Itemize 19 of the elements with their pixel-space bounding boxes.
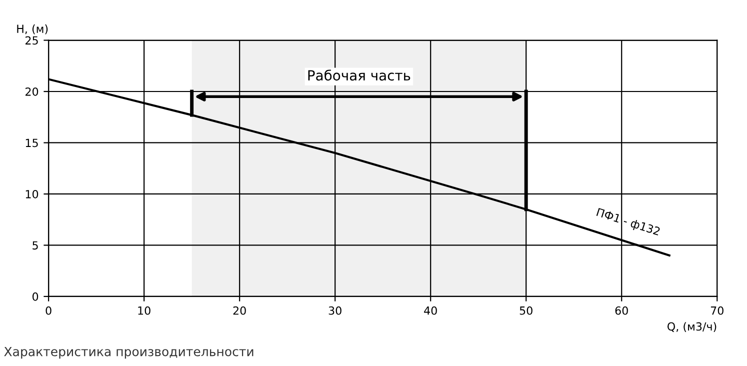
y-tick-label: 10 [26,190,38,198]
band-label: Рабочая часть [308,70,410,81]
x-tick-label: 60 [615,306,628,315]
x-tick-label: 20 [233,306,246,315]
y-tick-label: 5 [32,241,38,250]
x-tick-label: 10 [138,306,150,315]
x-tick-label: 0 [46,306,52,315]
y-tick-label: 15 [26,138,38,148]
x-tick-label: 50 [520,306,532,315]
y-tick-label: 20 [26,87,38,96]
y-tick-label: 0 [32,292,38,301]
x-axis-title: Q, (м3/ч) [668,322,716,332]
y-tick-label: 25 [26,36,38,45]
text: ПФ1 - ф132 [596,208,660,238]
x-tick-label: 30 [328,306,342,315]
y-axis-title: H, (м) [17,24,48,34]
text: Характеристика производительности [4,346,254,359]
x-tick-label: 70 [710,306,724,315]
x-tick-label: 40 [424,306,437,315]
